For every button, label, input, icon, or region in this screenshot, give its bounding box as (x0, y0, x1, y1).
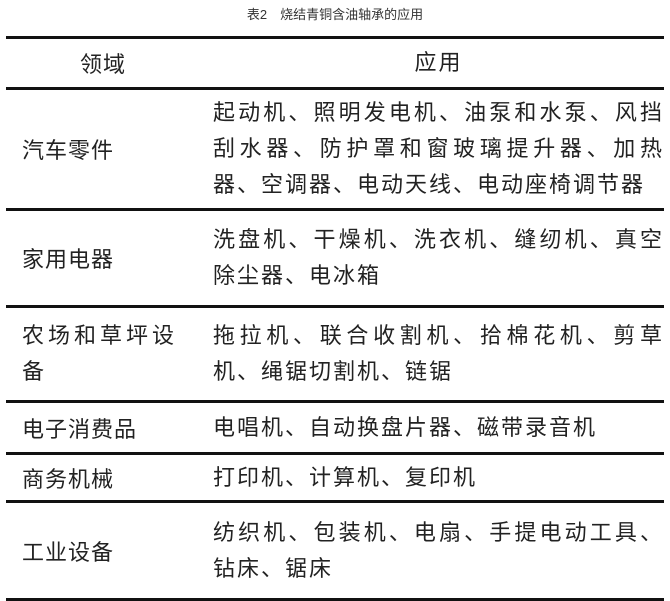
cell-application: 洗盘机、干燥机、洗衣机、缝纫机、真空除尘器、电冰箱 (213, 227, 664, 288)
cell-field: 电子消费品 (22, 416, 138, 442)
applications-table: 领域 应用 汽车零件 起动机、照明发电机、油泵和水泵、风挡刮水器、防护罩和窗玻璃… (6, 36, 664, 601)
cell-field: 工业设备 (22, 539, 115, 565)
table-row: 家用电器 洗盘机、干燥机、洗衣机、缝纫机、真空除尘器、电冰箱 (6, 210, 664, 307)
cell-application: 起动机、照明发电机、油泵和水泵、风挡刮水器、防护罩和窗玻璃提升器、加热器、空调器… (213, 100, 664, 197)
table-caption: 表2 烧结青铜含油轴承的应用 (246, 7, 424, 22)
cell-application: 纺织机、包装机、电扇、手提电动工具、钻床、锯床 (213, 519, 664, 581)
table-row: 汽车零件 起动机、照明发电机、油泵和水泵、风挡刮水器、防护罩和窗玻璃提升器、加热… (6, 89, 664, 210)
cell-application: 电唱机、自动换盘片器、磁带录音机 (213, 414, 598, 440)
cell-field: 商务机械 (22, 466, 115, 492)
header-field: 领域 (80, 52, 127, 77)
table-row: 农场和草坪设备 拖拉机、联合收割机、拾棉花机、剪草机、绳锯切割机、链锯 (6, 307, 664, 402)
cell-field: 农场和草坪设备 (22, 323, 179, 384)
cell-application: 打印机、计算机、复印机 (213, 464, 478, 490)
cell-field: 家用电器 (22, 247, 115, 272)
table-header-row: 领域 应用 (6, 37, 664, 89)
header-application: 应用 (414, 50, 463, 75)
table-row: 工业设备 纺织机、包装机、电扇、手提电动工具、钻床、锯床 (6, 502, 664, 600)
cell-application: 拖拉机、联合收割机、拾棉花机、剪草机、绳锯切割机、链锯 (213, 323, 664, 384)
cell-field: 汽车零件 (22, 138, 115, 163)
table-row: 商务机械 打印机、计算机、复印机 (6, 454, 664, 502)
table-row: 电子消费品 电唱机、自动换盘片器、磁带录音机 (6, 402, 664, 454)
